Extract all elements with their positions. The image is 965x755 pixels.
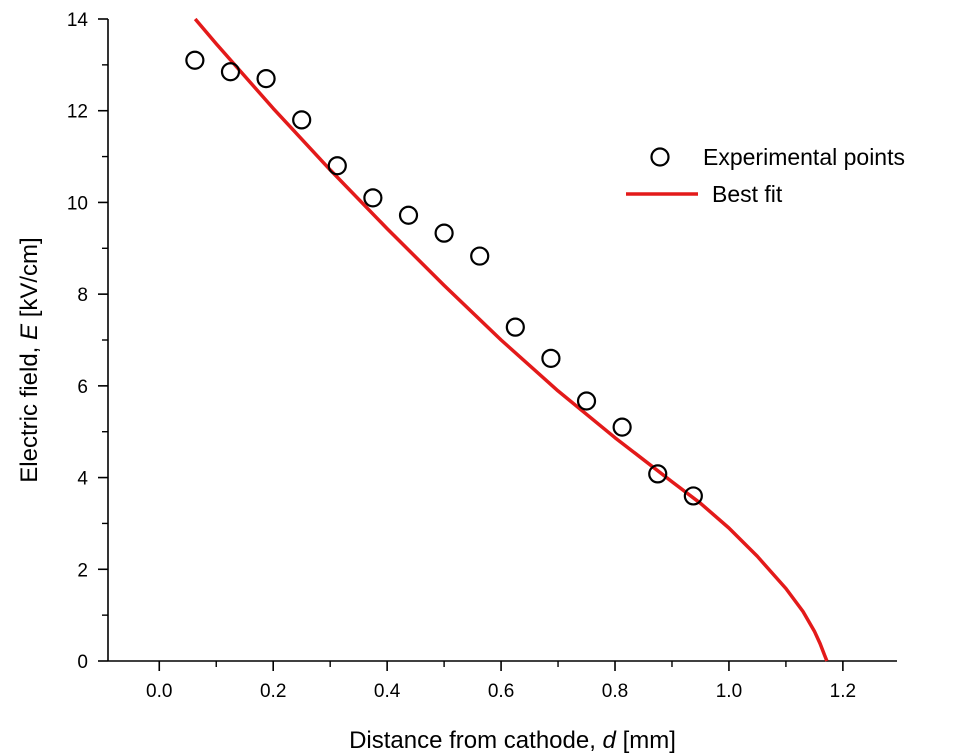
data-point xyxy=(470,246,490,266)
y-axis-title: Electric field, E [kV/cm] xyxy=(16,237,43,482)
best-fit-line xyxy=(193,17,829,662)
legend-label-experimental-points: Experimental points xyxy=(703,144,905,170)
y-tick-label: 4 xyxy=(77,469,88,490)
data-point xyxy=(363,188,383,208)
y-tick-label: 12 xyxy=(67,102,88,123)
x-tick-label: 1.0 xyxy=(716,681,742,702)
data-point xyxy=(398,205,419,225)
legend: Experimental points Best fit xyxy=(626,144,905,207)
data-point xyxy=(185,50,205,70)
data-point xyxy=(505,317,525,337)
data-point xyxy=(648,464,668,484)
x-tick-label: 0.4 xyxy=(374,681,401,702)
data-point xyxy=(576,391,597,411)
x-tick-label: 0.6 xyxy=(488,681,514,702)
data-point xyxy=(434,223,454,243)
legend-marker-experimental-points xyxy=(650,147,670,167)
data-point xyxy=(220,62,241,82)
y-tick-label: 0 xyxy=(77,652,88,673)
x-axis: 0.0 0.2 0.4 0.6 0.8 1.0 1.2 xyxy=(146,661,856,702)
y-tick-label: 6 xyxy=(77,377,88,398)
data-point xyxy=(612,417,632,437)
y-tick-label: 14 xyxy=(67,10,89,31)
y-tick-label: 2 xyxy=(77,560,88,581)
x-axis-title: Distance from cathode, d [mm] xyxy=(349,727,676,754)
data-point xyxy=(541,348,561,368)
x-tick-label: 0.8 xyxy=(602,681,628,702)
y-tick-label: 8 xyxy=(77,285,88,306)
x-tick-label: 0.2 xyxy=(260,681,286,702)
experimental-points-series xyxy=(185,50,703,506)
data-point xyxy=(683,486,703,506)
data-point xyxy=(256,69,276,89)
best-fit-series xyxy=(193,17,829,662)
y-tick-label: 10 xyxy=(67,193,88,214)
y-axis: 0 2 4 6 8 10 12 14 xyxy=(67,10,108,673)
data-point xyxy=(327,156,347,176)
legend-label-best-fit: Best fit xyxy=(712,181,783,207)
data-point xyxy=(292,110,312,130)
x-tick-label: 0.0 xyxy=(146,681,172,702)
x-tick-label: 1.2 xyxy=(830,681,856,702)
